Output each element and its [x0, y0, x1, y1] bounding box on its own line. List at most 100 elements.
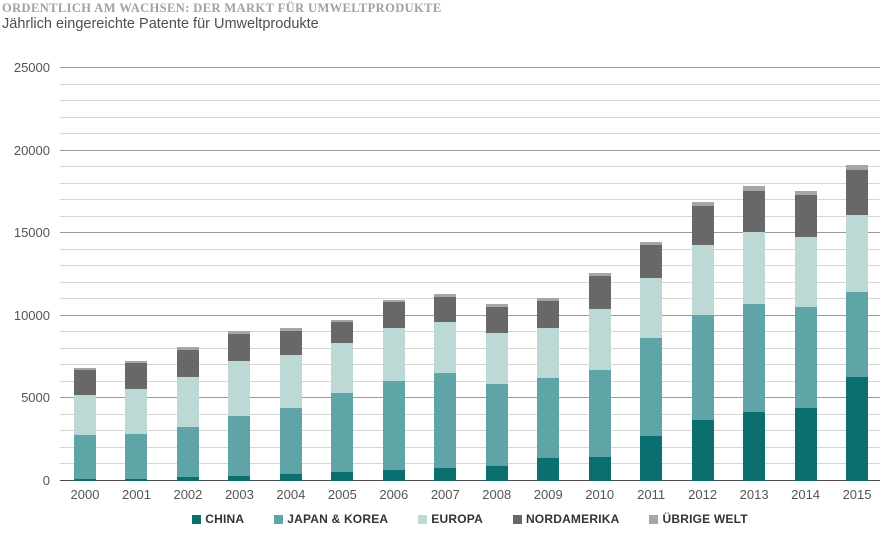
x-tick-label-2011: 2011 [637, 487, 666, 502]
chart-eyebrow-title: ORDENTLICH AM WACHSEN: DER MARKT FÜR UMW… [2, 1, 442, 15]
minor-gridline [60, 265, 880, 267]
x-tick-label-2005: 2005 [327, 487, 357, 502]
bar-segment-2003-nordamerika [228, 333, 251, 361]
major-gridline [60, 149, 880, 151]
bar-2009 [537, 298, 560, 481]
x-tick-label-2003: 2003 [224, 487, 254, 502]
bar-segment-2002--brige-welt [176, 347, 199, 350]
x-tick-label-2002: 2002 [173, 487, 203, 502]
minor-gridline [60, 298, 880, 300]
bar-segment-2013-nordamerika [743, 191, 766, 233]
x-tick-label-2010: 2010 [585, 487, 615, 502]
major-gridline [60, 67, 880, 68]
major-gridline [60, 397, 880, 399]
bar-segment-2011-china [640, 435, 663, 481]
minor-gridline [60, 83, 880, 85]
bar-segment-2002-japan-korea [176, 426, 199, 477]
bar-segment-2013--brige-welt [743, 186, 766, 192]
bar-2010 [588, 272, 611, 481]
bar-segment-2015-china [846, 376, 869, 481]
bar-segment-2014-nordamerika [794, 194, 817, 238]
bar-segment-2007--brige-welt [434, 294, 457, 298]
bar-segment-2008--brige-welt [485, 304, 508, 307]
bar-segment-2004--brige-welt [279, 328, 302, 331]
bar-2012 [691, 202, 714, 481]
legend-label: NORDAMERIKA [525, 512, 620, 526]
bar-segment-2000-japan-korea [74, 434, 96, 480]
legend: CHINA JAPAN & KOREA EUROPA NORDAMERIKA ÜBRIG… [60, 512, 880, 526]
bar-segment-2008-europa [485, 333, 508, 385]
bar-segment-2014-china [794, 408, 817, 481]
bar-segment-2010-china [588, 457, 611, 481]
legend-item-nordamerika: NORDAMERIKA [512, 512, 620, 526]
legend-label: ÜBRIGE WELT [662, 512, 748, 526]
bar-segment-2000-china [74, 479, 96, 481]
bar-segment-2005-china [331, 471, 354, 481]
bar-segment-2003-japan-korea [228, 415, 251, 477]
major-gridline [60, 480, 880, 481]
bar-2015 [846, 165, 869, 481]
bar-segment-2011-japan-korea [640, 338, 663, 436]
bar-segment-2002-europa [176, 376, 199, 427]
bar-segment-2010-nordamerika [588, 275, 611, 310]
bar-segment-2007-china [434, 467, 457, 481]
bar-segment-2003--brige-welt [228, 331, 251, 334]
minor-gridline [60, 430, 880, 432]
legend-item-japan-korea: JAPAN & KOREA [274, 512, 388, 526]
bar-segment-2010-japan-korea [588, 369, 611, 458]
minor-gridline [60, 182, 880, 184]
bar-segment-2015-nordamerika [846, 170, 869, 215]
bar-segment-2001-nordamerika [125, 362, 148, 389]
bar-segment-2008-china [485, 466, 508, 481]
bar-segment-2011--brige-welt [640, 242, 663, 246]
bar-segment-2007-japan-korea [434, 373, 457, 468]
bar-2011 [640, 242, 663, 481]
legend-label: EUROPA [431, 512, 483, 526]
y-tick-label: 15000 [13, 225, 50, 241]
bar-segment-2001-japan-korea [125, 434, 148, 479]
bar-segment-2006-china [382, 470, 405, 481]
y-tick-label: 25000 [13, 60, 50, 75]
bar-segment-2006-nordamerika [382, 302, 405, 329]
bar-segment-2008-japan-korea [485, 384, 508, 467]
bar-2003 [228, 331, 251, 481]
bar-segment-2005-europa [331, 343, 354, 393]
legend-label: JAPAN & KOREA [287, 512, 389, 526]
x-tick-label-2013: 2013 [739, 487, 769, 502]
bar-segment-2003-china [228, 476, 251, 481]
bar-segment-2002-china [176, 476, 199, 481]
bar-segment-2014--brige-welt [794, 191, 817, 195]
bar-segment-2006--brige-welt [382, 299, 405, 303]
bar-segment-2007-nordamerika [434, 297, 457, 322]
major-gridline [60, 232, 880, 234]
x-tick-label-2004: 2004 [276, 487, 306, 502]
bar-segment-2012--brige-welt [691, 202, 714, 206]
bar-segment-2015--brige-welt [846, 165, 869, 171]
legend-swatch-icon [274, 514, 284, 524]
minor-gridline [60, 380, 880, 382]
minor-gridline [60, 116, 880, 118]
bar-segment-2014-japan-korea [794, 306, 817, 409]
x-tick-label-2006: 2006 [379, 487, 409, 502]
minor-gridline [60, 413, 880, 415]
bar-2007 [434, 294, 457, 481]
minor-gridline [60, 215, 880, 217]
x-tick-label-2009: 2009 [533, 487, 563, 502]
bar-segment-2005-nordamerika [331, 322, 354, 344]
bar-segment-2013-europa [743, 232, 766, 305]
bar-segment-2003-europa [228, 360, 251, 416]
bar-2001 [125, 360, 148, 481]
y-tick-label: 5000 [21, 390, 50, 406]
bar-segment-2011-europa [640, 278, 663, 339]
bar-segment-2015-japan-korea [846, 291, 869, 377]
bar-segment-2009-china [537, 457, 560, 481]
bar-segment-2004-nordamerika [279, 330, 302, 355]
legend-swatch-icon [418, 514, 428, 524]
bar-segment-2001-europa [125, 388, 148, 435]
x-tick-label-2007: 2007 [430, 487, 460, 502]
minor-gridline [60, 133, 880, 135]
bar-segment-2012-china [691, 419, 714, 481]
x-tick-label-2014: 2014 [791, 487, 821, 502]
x-tick-label-2008: 2008 [482, 487, 512, 502]
